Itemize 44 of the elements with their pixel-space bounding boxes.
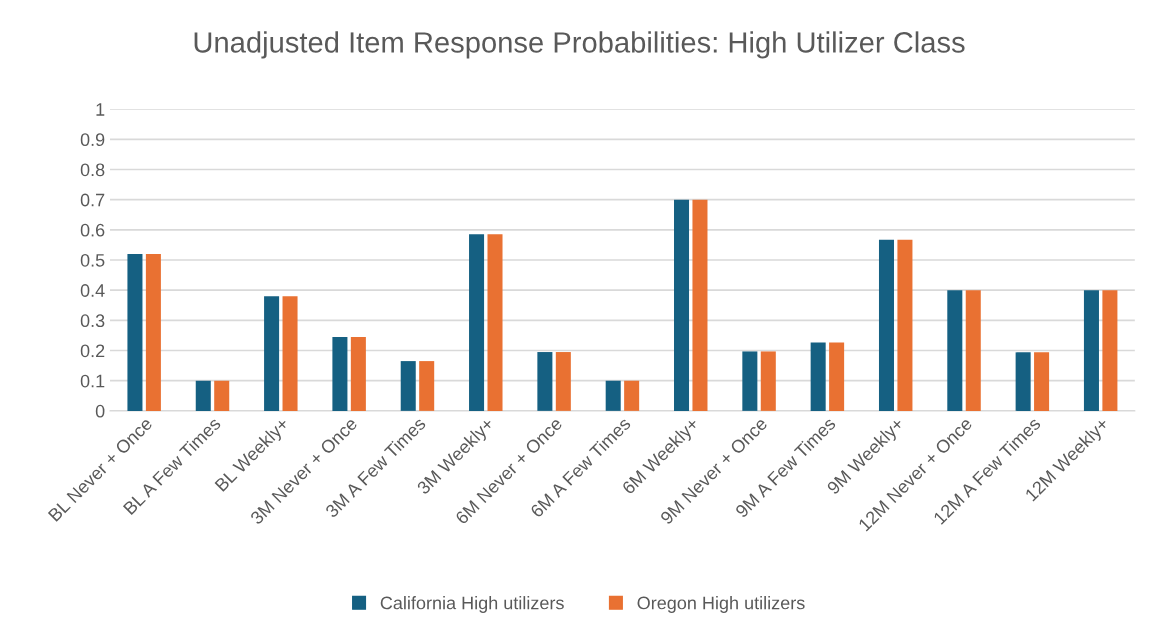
y-tick-label: 0.6 [80, 223, 105, 237]
y-tick-label: 0.7 [80, 193, 105, 207]
bar [282, 296, 298, 411]
bar [1102, 290, 1118, 411]
y-tick-label: 1 [96, 103, 105, 116]
bar [965, 290, 981, 411]
bar [605, 380, 621, 411]
bar [350, 336, 366, 411]
y-tick-label: 0.2 [80, 344, 105, 358]
bar [419, 361, 435, 411]
chart-title: Unadjusted Item Response Probabilities: High Utilizer Class [194, 31, 965, 59]
y-tick-label: 0.1 [80, 374, 105, 388]
bar [624, 380, 640, 411]
bar [537, 352, 553, 411]
legend-label: Oregon High utilizers [637, 596, 805, 613]
legend-label: California High utilizers [380, 596, 564, 613]
bar [1034, 352, 1050, 411]
bar [214, 380, 230, 411]
bar [947, 290, 963, 411]
bar [878, 239, 894, 411]
y-tick-label: 0.8 [80, 163, 105, 177]
bar [674, 199, 690, 411]
bar [195, 380, 211, 411]
bar [897, 239, 913, 411]
y-tick-label: 0.4 [80, 284, 105, 297]
y-tick-label: 0 [95, 404, 105, 418]
bar [487, 234, 503, 411]
bar [760, 351, 776, 411]
y-tick-label: 0.5 [80, 253, 105, 267]
y-tick-label: 0.3 [80, 314, 105, 328]
y-tick-label: 0.9 [80, 133, 105, 147]
bar [1083, 290, 1099, 411]
bar [555, 352, 571, 411]
bar [400, 361, 416, 411]
bar [810, 342, 826, 411]
bar [469, 234, 485, 411]
bar [264, 296, 280, 411]
bar [127, 253, 143, 411]
bar [692, 199, 708, 411]
bar [829, 342, 845, 411]
bar [1015, 352, 1031, 411]
bar [145, 253, 161, 411]
bar [332, 336, 348, 411]
bar [742, 351, 758, 411]
